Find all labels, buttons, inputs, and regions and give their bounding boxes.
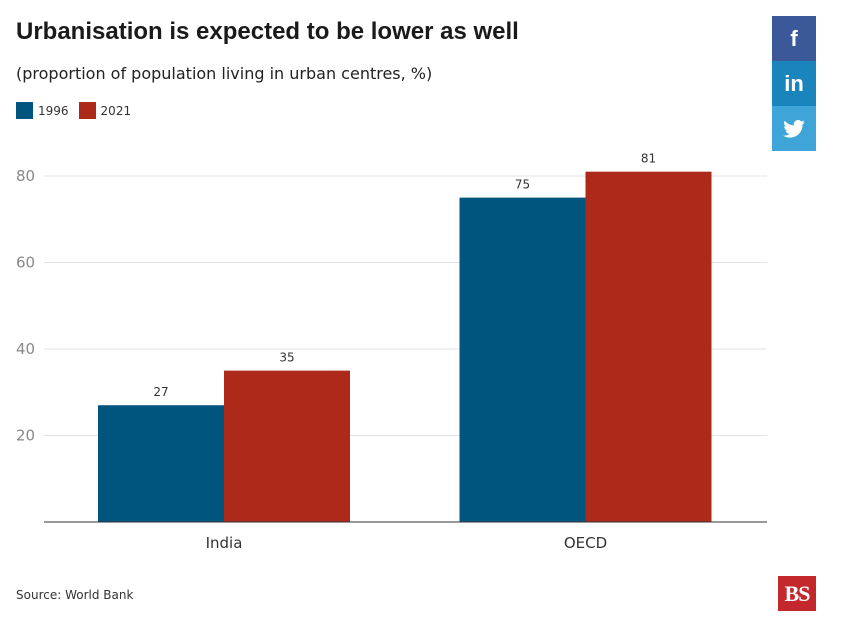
x-tick-label-india: India	[206, 534, 243, 552]
bar-oecd-1996	[459, 197, 586, 522]
legend-item-2021: 2021	[78, 102, 132, 119]
chart-subtitle: (proportion of population living in urba…	[16, 64, 433, 83]
legend-swatch-1996	[16, 102, 33, 119]
share-buttons: f in	[772, 16, 816, 151]
data-label-oecd-1996: 75	[515, 178, 530, 192]
data-label-oecd-2021: 81	[641, 152, 656, 166]
legend-label-2021: 2021	[100, 103, 132, 118]
y-tick-label-60: 60	[16, 254, 35, 272]
source-note: Source: World Bank	[16, 588, 134, 602]
chart-title: Urbanisation is expected to be lower as …	[16, 18, 519, 45]
twitter-icon	[783, 119, 805, 138]
legend: 1996 2021	[16, 102, 141, 119]
bar-india-1996	[98, 405, 224, 522]
y-tick-label-40: 40	[16, 340, 35, 358]
legend-item-1996: 1996	[16, 102, 69, 119]
y-tick-label-80: 80	[16, 167, 35, 185]
y-tick-label-20: 20	[16, 427, 35, 445]
facebook-share-button[interactable]: f	[772, 16, 816, 61]
legend-swatch-2021	[78, 102, 96, 119]
linkedin-share-button[interactable]: in	[772, 61, 816, 106]
facebook-icon: f	[790, 25, 798, 51]
bar-india-2021	[224, 370, 350, 522]
data-label-india-1996: 27	[153, 385, 168, 399]
twitter-share-button[interactable]	[772, 106, 816, 151]
linkedin-icon: in	[784, 70, 804, 96]
legend-label-1996: 1996	[38, 103, 69, 118]
bar-oecd-2021	[585, 171, 712, 523]
x-tick-label-oecd: OECD	[564, 534, 607, 552]
bs-logo: BS	[778, 576, 816, 611]
data-label-india-2021: 35	[279, 351, 294, 365]
